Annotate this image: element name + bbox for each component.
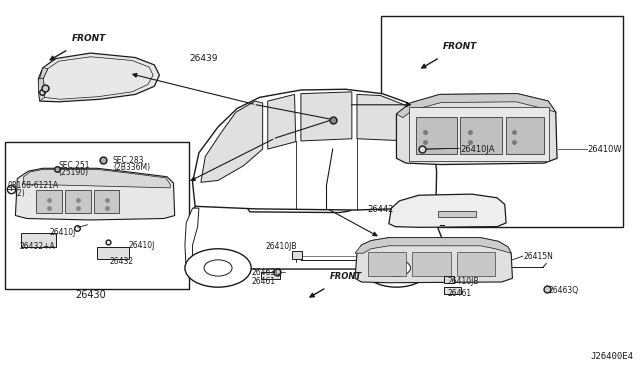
Text: 26432: 26432 (109, 257, 134, 266)
Text: SEC.251: SEC.251 (59, 161, 90, 170)
Polygon shape (15, 168, 175, 220)
Bar (415, 116, 457, 154)
Text: 26410JB: 26410JB (266, 243, 298, 251)
Bar (381, 16, 623, 227)
Circle shape (204, 260, 232, 276)
Polygon shape (191, 198, 444, 269)
Text: 26415N: 26415N (524, 252, 554, 262)
Text: 26439: 26439 (189, 54, 218, 63)
Text: 26430: 26430 (76, 290, 106, 300)
Bar (94, 190, 119, 212)
Bar (4, 142, 189, 289)
Text: 26432+A: 26432+A (19, 243, 55, 251)
Text: (2B336M): (2B336M) (113, 163, 150, 172)
Text: 26442: 26442 (368, 205, 394, 215)
Text: 26410J: 26410J (129, 241, 156, 250)
Polygon shape (24, 169, 170, 188)
Polygon shape (357, 94, 425, 142)
Text: 26410W: 26410W (588, 145, 622, 154)
Bar (460, 116, 502, 154)
Bar (457, 253, 495, 276)
Text: 26410J: 26410J (49, 228, 76, 237)
Bar (368, 253, 406, 276)
Polygon shape (201, 101, 262, 182)
Circle shape (185, 249, 251, 287)
Circle shape (383, 260, 410, 276)
Bar (292, 251, 301, 259)
Text: FRONT: FRONT (72, 34, 106, 43)
Circle shape (364, 249, 429, 287)
Polygon shape (193, 89, 436, 210)
Polygon shape (301, 92, 352, 141)
Text: (25190): (25190) (59, 168, 89, 177)
Bar (261, 272, 280, 279)
Bar (506, 116, 544, 154)
Text: FRONT: FRONT (330, 272, 362, 281)
Text: J26400E4: J26400E4 (591, 352, 634, 361)
Bar (65, 190, 91, 212)
Text: 26463Q: 26463Q (548, 286, 579, 295)
Bar (97, 247, 129, 259)
Text: SEC.283: SEC.283 (113, 155, 145, 165)
Bar (409, 108, 549, 161)
Text: 26461: 26461 (447, 289, 472, 298)
Polygon shape (396, 94, 557, 164)
Text: 26410JB: 26410JB (447, 278, 479, 286)
Bar (20, 233, 56, 247)
Bar (36, 190, 62, 212)
Text: 26410JA: 26410JA (460, 145, 495, 154)
Text: FRONT: FRONT (443, 42, 477, 51)
Polygon shape (38, 78, 45, 101)
Text: 08168-6121A: 08168-6121A (8, 182, 59, 190)
Bar (444, 276, 454, 283)
Polygon shape (268, 94, 296, 149)
Bar (444, 287, 461, 294)
Polygon shape (38, 53, 159, 102)
Polygon shape (355, 238, 513, 283)
Polygon shape (396, 94, 556, 118)
Text: 26463Q: 26463Q (252, 268, 282, 277)
Text: 26461: 26461 (252, 278, 276, 286)
Bar (438, 211, 476, 217)
Bar (412, 253, 451, 276)
Text: (2): (2) (14, 189, 25, 198)
Polygon shape (355, 238, 511, 253)
Polygon shape (389, 194, 506, 227)
Polygon shape (185, 208, 199, 269)
Polygon shape (40, 68, 48, 79)
